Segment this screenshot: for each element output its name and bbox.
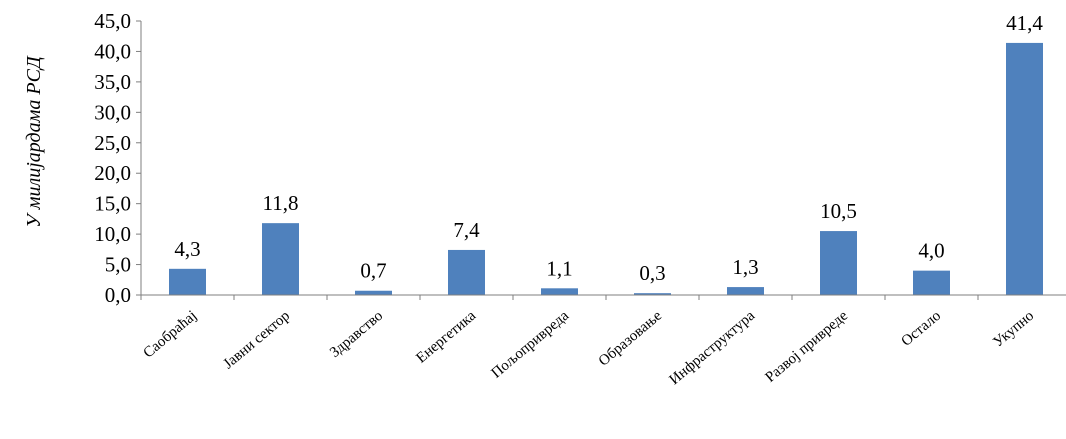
x-category-label: Инфраструктура (667, 308, 759, 389)
x-category-label: Енергетика (413, 308, 479, 367)
x-category-label: Образовање (596, 308, 666, 370)
bar (820, 231, 857, 295)
y-axis-title: У милијардама РСД (23, 55, 45, 228)
bar (634, 293, 671, 295)
bar-value-label: 0,7 (360, 259, 386, 283)
y-tick-label: 25,0 (94, 131, 131, 155)
data-labels: 4,3 11,8 0,7 7,4 1,1 0,3 1,3 10,5 4,0 41,4 (174, 11, 1043, 285)
x-category-label: Развој привреде (762, 308, 851, 386)
y-tick-label: 10,0 (94, 222, 131, 246)
bar-value-label: 1,3 (732, 255, 758, 279)
bar (448, 249, 485, 295)
y-axis: 0,0 5,0 10,0 15,0 20,0 25,0 30,0 35,0 40,0 45,0 (94, 9, 142, 307)
bar-value-label: 41,4 (1006, 11, 1043, 35)
x-axis: Саобраћај Јавни сектор Здравство Енергетика… (140, 294, 1066, 389)
bar-value-label: 7,4 (453, 218, 480, 242)
bar (262, 223, 299, 295)
y-tick-label: 0,0 (105, 283, 131, 307)
bar (355, 290, 392, 295)
bar (1006, 42, 1043, 295)
y-tick-label: 20,0 (94, 161, 131, 185)
bar-value-label: 11,8 (263, 191, 299, 215)
bar (541, 288, 578, 295)
bar-value-label: 0,3 (639, 261, 665, 285)
y-tick-label: 40,0 (94, 39, 131, 63)
x-category-label: Здравство (327, 308, 386, 361)
y-tick-label: 30,0 (94, 100, 131, 124)
bar-value-label: 10,5 (820, 199, 857, 223)
x-category-label: Остало (899, 308, 945, 350)
bars (169, 42, 1043, 295)
x-category-label: Укупно (990, 308, 1037, 351)
bar-value-label: 4,0 (918, 239, 944, 263)
bar-value-label: 4,3 (174, 237, 200, 261)
bar (169, 268, 206, 295)
x-category-label: Јавни сектор (220, 308, 293, 373)
bar-value-label: 1,1 (546, 256, 572, 280)
x-category-label: Пољопривреда (489, 308, 573, 382)
bar (913, 270, 950, 295)
x-category-label: Саобраћај (141, 308, 201, 362)
y-tick-label: 5,0 (105, 253, 131, 277)
y-tick-label: 15,0 (94, 192, 131, 216)
y-tick-label: 35,0 (94, 70, 131, 94)
y-tick-label: 45,0 (94, 9, 131, 33)
bar (727, 287, 764, 295)
